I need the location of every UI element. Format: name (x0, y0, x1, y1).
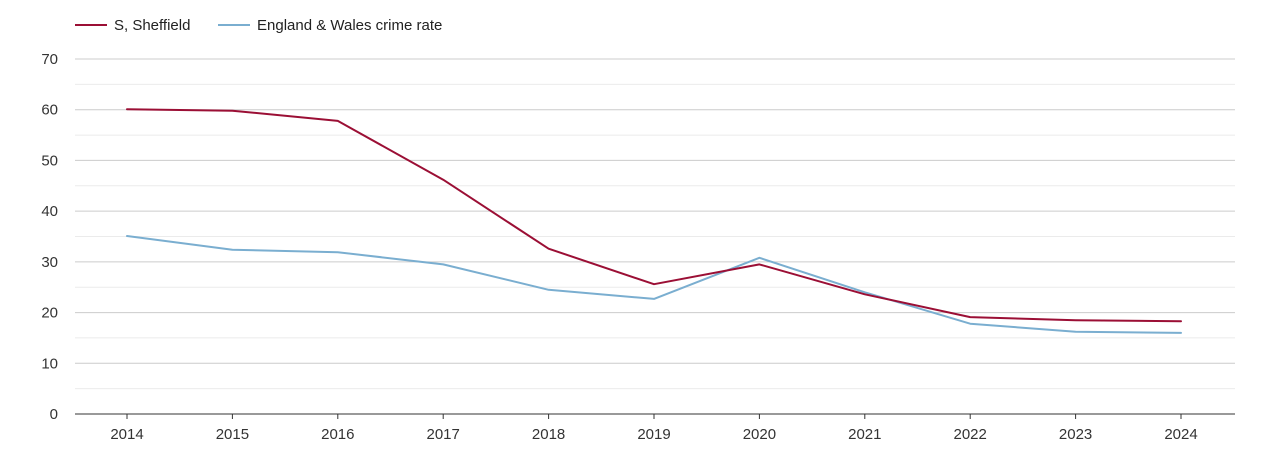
data-point-s-sheffield[interactable] (862, 291, 868, 297)
data-point-s-sheffield[interactable] (335, 118, 341, 124)
y-tick-label: 0 (50, 406, 58, 423)
data-point-s-sheffield[interactable] (440, 177, 446, 183)
y-tick-label: 10 (41, 355, 58, 372)
x-tick-label: 2024 (1164, 426, 1197, 443)
x-tick-label: 2021 (848, 426, 881, 443)
y-tick-label: 70 (41, 51, 58, 68)
x-axis: 2014 2015 2016 2017 2018 2019 2020 2021 2022 2023… (75, 413, 1235, 443)
x-tick-label: 2019 (637, 426, 670, 443)
data-point-s-sheffield[interactable] (756, 261, 762, 267)
data-point-s-sheffield[interactable] (124, 106, 130, 112)
data-point-s-sheffield[interactable] (1178, 318, 1184, 324)
data-point-england-wales-crime-rate[interactable] (546, 287, 552, 293)
data-point-s-sheffield[interactable] (967, 314, 973, 320)
data-point-england-wales-crime-rate[interactable] (651, 296, 657, 302)
x-tick-label: 2023 (1059, 426, 1092, 443)
data-point-s-sheffield[interactable] (1073, 317, 1079, 323)
data-point-s-sheffield[interactable] (651, 281, 657, 287)
x-tick-label: 2014 (110, 426, 143, 443)
x-tick-label: 2018 (532, 426, 565, 443)
legend-label-sheffield: S, Sheffield (114, 17, 190, 34)
y-tick-label: 60 (41, 102, 58, 119)
x-tick-label: 2015 (216, 426, 249, 443)
data-point-england-wales-crime-rate[interactable] (756, 255, 762, 261)
data-point-england-wales-crime-rate[interactable] (1073, 329, 1079, 335)
series-layer (124, 106, 1184, 336)
series-line-s-sheffield (126, 108, 1182, 323)
x-tick-label: 2022 (954, 426, 987, 443)
y-tick-label: 50 (41, 152, 58, 169)
chart-legend: S, Sheffield England & Wales crime rate (75, 17, 442, 34)
legend-label-england-wales: England & Wales crime rate (257, 17, 442, 34)
x-tick-label: 2016 (321, 426, 354, 443)
series-line-england-wales-crime-rate (126, 235, 1182, 334)
x-tick-label: 2017 (427, 426, 460, 443)
data-point-england-wales-crime-rate[interactable] (967, 321, 973, 327)
data-point-s-sheffield[interactable] (229, 108, 235, 114)
data-point-england-wales-crime-rate[interactable] (1178, 330, 1184, 336)
legend-item-sheffield[interactable]: S, Sheffield (75, 17, 190, 34)
x-tick-label: 2020 (743, 426, 776, 443)
data-point-england-wales-crime-rate[interactable] (440, 261, 446, 267)
y-tick-label: 30 (41, 254, 58, 271)
legend-item-england-wales[interactable]: England & Wales crime rate (218, 17, 442, 34)
y-axis: 0 10 20 30 40 50 60 70 (41, 51, 58, 423)
data-point-s-sheffield[interactable] (546, 246, 552, 252)
data-point-england-wales-crime-rate[interactable] (335, 249, 341, 255)
y-tick-label: 40 (41, 203, 58, 220)
data-point-england-wales-crime-rate[interactable] (124, 233, 130, 239)
gridlines (75, 58, 1235, 390)
data-point-england-wales-crime-rate[interactable] (229, 247, 235, 253)
y-tick-label: 20 (41, 305, 58, 322)
